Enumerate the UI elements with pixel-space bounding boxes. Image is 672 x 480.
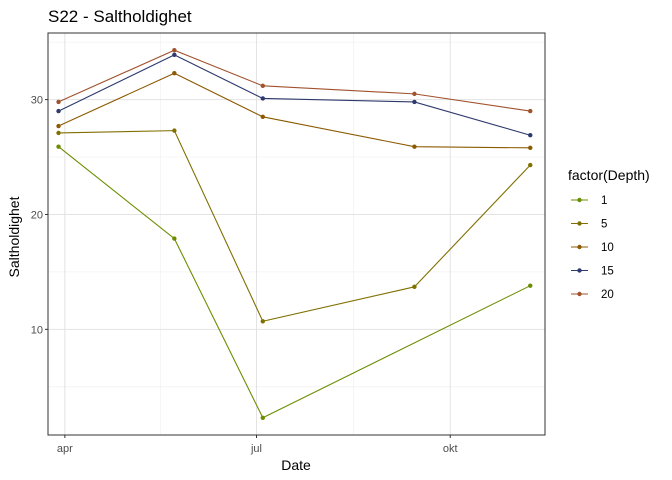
data-point-20 — [56, 99, 61, 105]
y-axis-title: Saltholdighet — [6, 196, 22, 277]
data-point-1 — [56, 144, 61, 149]
series-5 — [56, 128, 533, 324]
data-point-20 — [260, 83, 266, 89]
legend-item-10: 10 — [571, 242, 614, 254]
legend-item-1: 1 — [571, 195, 607, 207]
y-tick-label: 20 — [31, 209, 43, 221]
data-point-1 — [172, 236, 177, 241]
x-tick-label: apr — [57, 443, 73, 455]
series-1 — [56, 144, 533, 420]
chart-title: S22 - Saltholdighet — [48, 7, 192, 26]
data-point-10 — [528, 145, 533, 151]
legend-key-point — [577, 291, 582, 297]
legend-key-point — [577, 221, 582, 226]
legend-key-point — [577, 244, 582, 250]
x-tick-label: jul — [250, 443, 262, 455]
data-point-20 — [172, 48, 177, 53]
data-point-20 — [412, 91, 417, 97]
data-point-5 — [56, 130, 61, 136]
series-10 — [56, 71, 533, 151]
legend-label: 5 — [601, 219, 607, 231]
legend-label: 20 — [601, 289, 614, 301]
data-point-5 — [260, 319, 266, 324]
data-point-20 — [528, 108, 533, 114]
data-point-1 — [528, 283, 533, 288]
legend-item-5: 5 — [571, 219, 607, 231]
legend-item-15: 15 — [571, 266, 614, 278]
legend-key-point — [577, 197, 582, 203]
plot-area: 10 20 30 apr jul okt — [31, 32, 546, 455]
data-point-5 — [412, 284, 417, 290]
legend-item-20: 20 — [571, 289, 614, 301]
legend-title: factor(Depth) — [568, 167, 650, 183]
legend-label: 10 — [601, 242, 614, 254]
x-axis-title: Date — [281, 457, 311, 473]
legend-label: 15 — [601, 266, 614, 278]
data-point-10 — [172, 71, 177, 76]
legend-label: 1 — [601, 195, 607, 207]
legend-key-point — [577, 268, 582, 273]
data-point-15 — [172, 52, 177, 58]
data-point-15 — [260, 96, 266, 101]
series-line-5 — [58, 130, 531, 322]
series-line-1 — [58, 146, 531, 419]
data-point-5 — [528, 162, 533, 168]
data-point-15 — [56, 108, 61, 114]
data-point-1 — [260, 415, 266, 420]
x-tick-label: okt — [443, 443, 458, 455]
data-point-15 — [412, 99, 417, 105]
data-point-5 — [172, 128, 177, 133]
data-point-10 — [56, 123, 61, 129]
data-point-10 — [260, 114, 266, 120]
series-line-10 — [58, 72, 531, 149]
y-tick-label: 30 — [31, 95, 43, 107]
data-point-10 — [412, 144, 417, 149]
series-line-20 — [58, 49, 531, 112]
y-tick-label: 10 — [31, 324, 43, 336]
series-20 — [56, 48, 533, 114]
series-15 — [56, 52, 533, 138]
data-point-15 — [528, 133, 533, 138]
panel-border — [47, 32, 546, 436]
